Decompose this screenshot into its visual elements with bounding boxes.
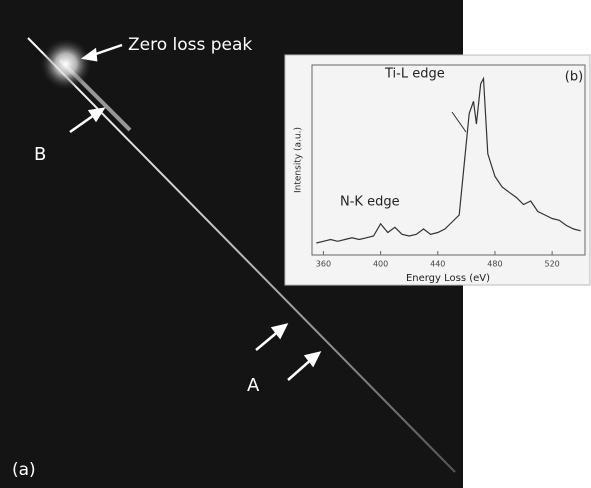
n-edge-label: N-K edge — [340, 195, 400, 210]
y-axis-label: Intensity (a.u.) — [294, 127, 304, 193]
ti-edge-pointer — [451, 111, 467, 133]
zero-loss-glow — [40, 38, 92, 90]
x-tick-label: 440 — [430, 260, 445, 269]
inset-background — [284, 54, 591, 286]
plot-frame — [311, 64, 586, 256]
zero-loss-label: Zero loss peak — [128, 35, 252, 55]
arrows — [69, 43, 322, 381]
x-tick-label: 520 — [544, 260, 559, 269]
a-label: A — [247, 375, 260, 396]
x-tick-label: 480 — [487, 260, 502, 269]
b-label: B — [34, 144, 46, 165]
x-axis-label: Energy Loss (eV) — [406, 273, 490, 284]
spectrum-line — [316, 76, 581, 244]
ti-edge-label: Ti-L edge — [384, 67, 445, 82]
panel-b-label: (b) — [565, 70, 583, 85]
x-tick-label: 400 — [373, 260, 388, 269]
x-tick-label: 360 — [316, 260, 331, 269]
panel-a-label: (a) — [12, 460, 36, 480]
